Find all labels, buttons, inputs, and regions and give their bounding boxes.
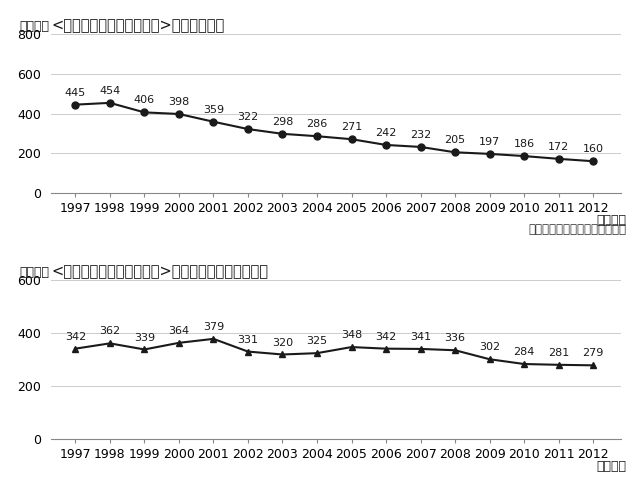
Text: 271: 271 <box>341 122 362 132</box>
Text: 197: 197 <box>479 137 500 147</box>
Text: 172: 172 <box>548 142 570 152</box>
Text: 406: 406 <box>134 96 155 105</box>
Text: 279: 279 <box>582 348 604 358</box>
Text: 336: 336 <box>445 333 465 343</box>
Text: 325: 325 <box>307 336 328 346</box>
Text: （暦年）: （暦年） <box>596 460 627 473</box>
Text: 205: 205 <box>445 135 466 145</box>
Text: 348: 348 <box>341 330 362 340</box>
Text: 342: 342 <box>376 332 397 342</box>
Text: 242: 242 <box>376 128 397 138</box>
Text: <新規免許取得者数の推移>（原付免許）: <新規免許取得者数の推移>（原付免許） <box>51 18 225 33</box>
Text: （千人）: （千人） <box>20 266 50 279</box>
Text: <新規免許取得者数の推移>（普通・大型二輪免許）: <新規免許取得者数の推移>（普通・大型二輪免許） <box>51 264 268 279</box>
Text: 322: 322 <box>237 112 259 122</box>
Text: 445: 445 <box>65 88 86 98</box>
Text: 364: 364 <box>168 326 189 336</box>
Text: 160: 160 <box>582 144 604 154</box>
Text: 359: 359 <box>203 105 224 115</box>
Text: 302: 302 <box>479 342 500 352</box>
Text: 362: 362 <box>99 326 120 336</box>
Text: 379: 379 <box>203 322 224 332</box>
Text: 454: 454 <box>99 86 120 96</box>
Text: 339: 339 <box>134 332 155 343</box>
Text: 298: 298 <box>272 117 293 127</box>
Text: 320: 320 <box>272 338 293 347</box>
Text: （暦年）: （暦年） <box>596 214 627 226</box>
Text: 341: 341 <box>410 332 431 342</box>
Text: 出所）警察庁「運転免許統計」: 出所）警察庁「運転免許統計」 <box>529 223 627 236</box>
Text: （千人）: （千人） <box>20 20 50 33</box>
Text: 186: 186 <box>513 139 534 149</box>
Text: 284: 284 <box>513 347 535 357</box>
Text: 232: 232 <box>410 130 431 140</box>
Text: 398: 398 <box>168 97 189 107</box>
Text: 281: 281 <box>548 348 570 358</box>
Text: 286: 286 <box>307 119 328 129</box>
Text: 331: 331 <box>237 335 259 345</box>
Text: 342: 342 <box>65 332 86 342</box>
